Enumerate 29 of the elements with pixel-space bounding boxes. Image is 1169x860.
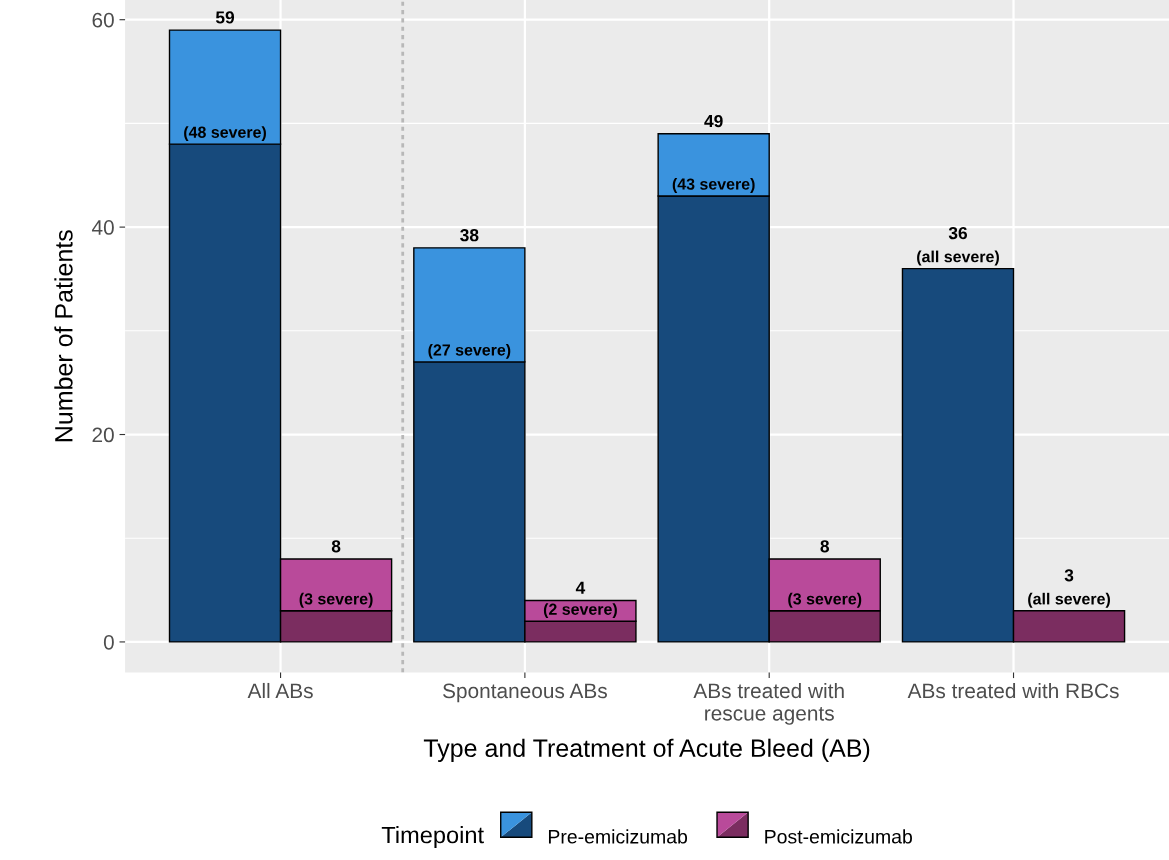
total-label: 36 bbox=[948, 226, 968, 240]
y-tick-label: 60 bbox=[92, 12, 114, 28]
total-label: 38 bbox=[460, 229, 479, 242]
x-axis-title: Type and Treatment of Acute Bleed (AB) bbox=[423, 738, 870, 762]
text: All ABs bbox=[247, 682, 313, 699]
total-label: 49 bbox=[704, 114, 723, 128]
data-label: (48 severe) bbox=[184, 126, 266, 142]
legend-label: Post-emicizumab bbox=[765, 829, 912, 844]
total-label: 3 bbox=[1064, 569, 1074, 582]
total-label: 8 bbox=[820, 540, 830, 553]
data-label: (3 severe) bbox=[788, 592, 862, 608]
y-tick-label: 20 bbox=[92, 427, 114, 443]
total-label: 59 bbox=[215, 11, 235, 24]
data-label: (3 severe) bbox=[299, 592, 373, 608]
data-label: (all severe) bbox=[917, 250, 999, 266]
text: Spontaneous ABs bbox=[443, 683, 607, 703]
legend-label: Pre-emicizumab bbox=[548, 829, 688, 844]
data-label: (27 severe) bbox=[428, 343, 511, 359]
y-tick-label: 40 bbox=[91, 220, 114, 235]
legend-title: Timepoint bbox=[381, 826, 484, 849]
y-axis-title: Number of Patients bbox=[54, 230, 73, 442]
text: ABs treated with RBCs bbox=[907, 682, 1119, 699]
total-label: 4 bbox=[575, 581, 586, 594]
text: ABs treated with rescue agents bbox=[693, 682, 844, 725]
y-tick-label: 0 bbox=[103, 634, 114, 650]
total-label: 8 bbox=[331, 540, 341, 553]
data-label: (43 severe) bbox=[672, 178, 755, 193]
data-label: (2 severe) bbox=[543, 603, 617, 619]
data-label: (all severe) bbox=[1028, 592, 1110, 608]
